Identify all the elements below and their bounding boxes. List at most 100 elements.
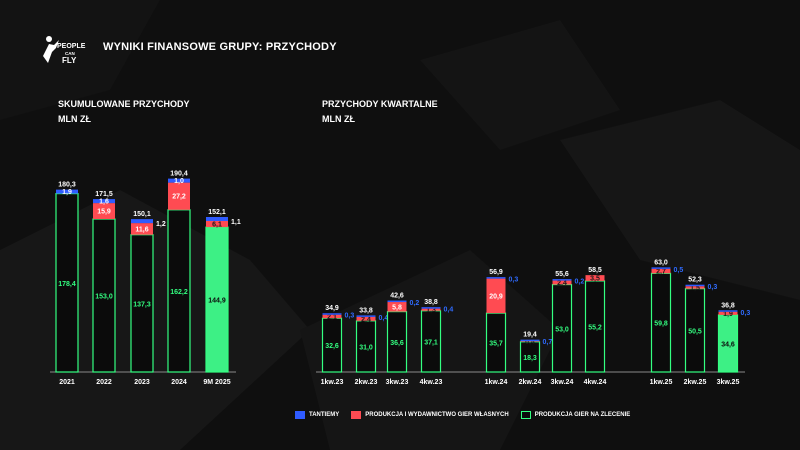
annual-9m-2025-label-wlasne: 6,1 bbox=[212, 222, 222, 229]
quarterly-3kw-25-bar-tantiemy bbox=[718, 310, 738, 312]
quarterly-1kw-24-bar-wlasne bbox=[486, 278, 506, 314]
quarterly-1kw-24-category: 1kw.24 bbox=[485, 379, 508, 386]
quarterly-3kw-25-total: 36,8 bbox=[721, 302, 735, 309]
quarterly-4kw-23-total: 38,8 bbox=[424, 299, 438, 306]
annual-2022-label-zlecenie: 153,0 bbox=[95, 294, 113, 301]
annual-9m-2025-label-zlecenie: 144,9 bbox=[208, 298, 226, 305]
annual-2024-category: 2024 bbox=[171, 379, 187, 386]
quarterly-2kw-25-total: 52,3 bbox=[688, 277, 702, 284]
quarterly-4kw-24-category: 4kw.24 bbox=[584, 379, 607, 386]
quarterly-2kw-25-label-tantiemy: 0,3 bbox=[708, 284, 718, 291]
annual-2023-label-zlecenie: 137,3 bbox=[133, 301, 151, 308]
annual-2023-label-tantiemy: 1,2 bbox=[156, 221, 166, 228]
chart-title-cumulative-main: SKUMULOWANE PRZYCHODY bbox=[58, 99, 190, 109]
annual-2024-total: 190,4 bbox=[170, 171, 188, 178]
quarterly-1kw-23-bar-wlasne bbox=[322, 314, 342, 319]
legend-swatch-zlecenie bbox=[520, 411, 531, 419]
legend-swatch-tantiemy bbox=[295, 411, 305, 419]
annual-2022-label-wlasne: 15,9 bbox=[97, 209, 111, 216]
quarterly-1kw-24-total: 56,9 bbox=[489, 269, 503, 276]
quarterly-3kw-25-label-zlecenie: 34,6 bbox=[721, 341, 735, 348]
quarterly-4kw-23-label-tantiemy: 0,4 bbox=[444, 307, 454, 314]
quarterly-2kw-24-label-tantiemy: 0,7 bbox=[543, 339, 553, 346]
quarterly-2kw-24-total: 19,4 bbox=[523, 332, 537, 339]
legend: TANTIEMY PRODUKCJA I WYDAWNICTWO GIER WŁ… bbox=[295, 408, 642, 422]
annual-9m-2025-label-tantiemy: 1,1 bbox=[231, 219, 241, 226]
legend-label-zlecenie: PRODUKCJA GIER NA ZLECENIE bbox=[534, 412, 631, 418]
quarterly-1kw-23-total: 34,9 bbox=[325, 305, 339, 312]
annual-2023-category: 2023 bbox=[134, 379, 150, 386]
annual-9m-2025-total: 152,1 bbox=[208, 209, 226, 216]
chart-title-cumulative: SKUMULOWANE PRZYCHODY MLN ZŁ bbox=[58, 97, 190, 127]
quarterly-1kw-25-label-wlasne: 2,7 bbox=[656, 269, 666, 276]
quarterly-1kw-24-label-tantiemy: 0,3 bbox=[509, 277, 519, 284]
quarterly-2kw-24-label-zlecenie: 18,3 bbox=[523, 355, 537, 362]
annual-2024-label-tantiemy: 1,0 bbox=[174, 178, 184, 185]
legend-item-tantiemy: TANTIEMY bbox=[295, 411, 339, 419]
chart-title-quarterly-main: PRZYCHODY KWARTALNE bbox=[322, 99, 438, 109]
quarterly-1kw-23-bar-tantiemy bbox=[322, 313, 342, 315]
legend-label-wlasne: PRODUKCJA I WYDAWNICTWO GIER WŁASNYCH bbox=[365, 412, 509, 418]
quarterly-1kw-23-category: 1kw.23 bbox=[321, 379, 344, 386]
annual-2024-label-zlecenie: 162,2 bbox=[170, 289, 188, 296]
quarterly-3kw-23-label-wlasne: 5,8 bbox=[392, 304, 402, 311]
quarterly-2kw-24-category: 2kw.24 bbox=[519, 379, 542, 386]
annual-2022-bar-tantiemy bbox=[93, 199, 115, 204]
annual-2021-label-zlecenie: 178,4 bbox=[58, 281, 76, 288]
quarterly-3kw-24-label-wlasne: 2,4 bbox=[557, 280, 567, 287]
annual-2024-bar-wlasne bbox=[168, 182, 190, 210]
quarterly-2kw-24-bar-wlasne bbox=[520, 341, 540, 342]
quarterly-2kw-24-label-wlasne: 0,4 bbox=[525, 339, 535, 346]
quarterly-2kw-25-bar-tantiemy bbox=[685, 284, 705, 287]
quarterly-3kw-24-category: 3kw.24 bbox=[551, 379, 574, 386]
page-title: WYNIKI FINANSOWE GRUPY: PRZYCHODY bbox=[103, 41, 337, 53]
quarterly-4kw-23-label-wlasne: 1,3 bbox=[426, 307, 436, 314]
quarterly-2kw-25-category: 2kw.25 bbox=[684, 379, 707, 386]
annual-9m-2025-bar-wlasne bbox=[206, 221, 228, 228]
quarterly-1kw-24-bar-zlecenie bbox=[485, 312, 507, 373]
quarterly-2kw-25-bar-wlasne bbox=[685, 286, 705, 289]
quarterly-3kw-25-category: 3kw.25 bbox=[717, 379, 740, 386]
quarterly-2kw-23-total: 33,8 bbox=[359, 307, 373, 314]
quarterly-4kw-24-total: 58,5 bbox=[588, 267, 602, 274]
annual-2023-total: 150,1 bbox=[133, 211, 151, 218]
logo-text-can: CAN bbox=[65, 51, 75, 56]
quarterly-2kw-23-label-tantiemy: 0,4 bbox=[379, 315, 389, 322]
quarterly-2kw-23-label-zlecenie: 31,0 bbox=[359, 344, 373, 351]
quarterly-2kw-24-bar-tantiemy bbox=[520, 339, 540, 342]
quarterly-4kw-24-label-wlasne: 3,5 bbox=[590, 276, 600, 283]
logo-text-fly: FLY bbox=[62, 56, 77, 65]
annual-2022-category: 2022 bbox=[96, 379, 112, 386]
quarterly-3kw-25-bar-wlasne bbox=[718, 311, 738, 315]
quarterly-1kw-25-category: 1kw.25 bbox=[650, 379, 673, 386]
quarterly-4kw-24-bar-wlasne bbox=[585, 275, 605, 281]
quarterly-1kw-23-label-zlecenie: 32,6 bbox=[325, 343, 339, 350]
quarterly-1kw-23-label-tantiemy: 0,3 bbox=[345, 313, 355, 320]
quarterly-1kw-23-label-wlasne: 2,1 bbox=[327, 314, 337, 321]
annual-2023-bar-tantiemy bbox=[131, 219, 153, 224]
quarterly-1kw-24-bar-tantiemy bbox=[486, 277, 506, 279]
quarterly-3kw-23-bar-wlasne bbox=[387, 302, 407, 312]
annual-2023-bar-wlasne bbox=[131, 223, 153, 235]
chart-title-quarterly-unit: MLN ZŁ bbox=[322, 114, 355, 124]
quarterly-1kw-25-total: 63,0 bbox=[654, 259, 668, 266]
quarterly-2kw-25-label-wlasne: 1,5 bbox=[690, 285, 700, 292]
quarterly-2kw-23-bar-tantiemy bbox=[356, 315, 376, 317]
quarterly-4kw-23-category: 4kw.23 bbox=[420, 379, 443, 386]
quarterly-3kw-24-label-tantiemy: 0,2 bbox=[575, 279, 585, 286]
quarterly-4kw-24-label-zlecenie: 55,2 bbox=[588, 324, 602, 331]
annual-2021-total: 180,3 bbox=[58, 182, 76, 189]
chart-title-quarterly: PRZYCHODY KWARTALNE MLN ZŁ bbox=[322, 97, 438, 127]
legend-label-tantiemy: TANTIEMY bbox=[309, 412, 340, 418]
people-can-fly-logo: PEOPLE CAN FLY bbox=[43, 36, 86, 65]
quarterly-4kw-23-label-zlecenie: 37,1 bbox=[424, 339, 438, 346]
quarterly-1kw-25-label-zlecenie: 59,8 bbox=[654, 321, 668, 328]
annual-2022-bar-wlasne bbox=[93, 203, 115, 219]
quarterly-3kw-23-category: 3kw.23 bbox=[386, 379, 409, 386]
quarterly-3kw-24-bar-wlasne bbox=[552, 280, 572, 285]
annual-2021-bar-tantiemy bbox=[56, 189, 78, 194]
annual-2024-label-wlasne: 27,2 bbox=[172, 194, 186, 201]
logo-text-people: PEOPLE bbox=[57, 43, 86, 50]
annual-2021-category: 2021 bbox=[59, 379, 75, 386]
quarterly-1kw-25-label-tantiemy: 0,5 bbox=[674, 267, 684, 274]
